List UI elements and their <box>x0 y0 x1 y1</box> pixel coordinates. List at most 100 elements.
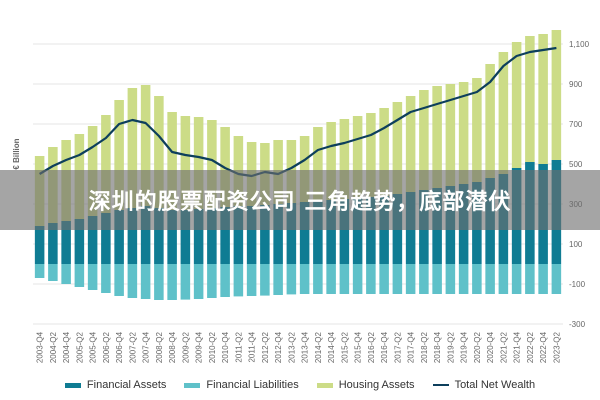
bar-housing-assets <box>127 88 138 208</box>
y-tick-label: 700 <box>569 120 583 129</box>
bar-housing-assets <box>167 112 177 210</box>
bar-financial-liabilities <box>220 264 230 297</box>
x-tick-label: 2015-Q2 <box>340 331 349 363</box>
bar-housing-assets <box>458 82 469 184</box>
bar-housing-assets <box>419 90 429 190</box>
x-tick-label: 2021-Q2 <box>499 331 508 363</box>
bar-financial-liabilities <box>207 264 217 298</box>
x-tick-label: 2017-Q4 <box>407 331 416 363</box>
bar-financial-assets <box>48 223 58 264</box>
bar-financial-liabilities <box>405 264 416 294</box>
bar-financial-assets <box>339 199 350 264</box>
x-tick-label: 2010-Q2 <box>208 331 217 363</box>
bar-financial-liabilities <box>419 264 429 294</box>
bar-financial-liabilities <box>326 264 336 294</box>
bar-financial-liabilities <box>525 264 535 294</box>
bar-housing-assets <box>313 127 323 201</box>
bar-financial-liabilities <box>48 264 58 281</box>
line-total-net-wealth <box>39 46 557 178</box>
x-tick-label: 2005-Q4 <box>89 331 98 363</box>
bar-financial-liabilities <box>140 264 151 299</box>
bar-financial-assets <box>207 208 217 264</box>
bar-financial-liabilities <box>551 264 562 294</box>
bar-financial-liabilities <box>458 264 469 294</box>
bar-financial-assets <box>299 202 310 264</box>
bar-financial-assets <box>127 208 138 264</box>
x-tick-label: 2004-Q2 <box>49 331 58 363</box>
y-tick-label: -100 <box>569 280 586 289</box>
x-tick-label: 2014-Q2 <box>314 331 323 363</box>
x-tick-label: 2016-Q4 <box>380 331 389 363</box>
bar-housing-assets <box>432 86 442 188</box>
x-tick-label: 2018-Q4 <box>433 331 442 363</box>
y-tick-label: 1,100 <box>569 40 590 49</box>
x-tick-label: 2019-Q2 <box>446 331 455 363</box>
bar-financial-liabilities <box>233 264 244 297</box>
bar-housing-assets <box>339 119 350 199</box>
bar-financial-assets <box>74 219 85 264</box>
bar-housing-assets <box>140 85 151 206</box>
bar-financial-assets <box>352 198 363 264</box>
bar-housing-assets <box>405 96 416 192</box>
bar-financial-assets <box>154 208 164 264</box>
bar-housing-assets <box>445 84 456 186</box>
bar-financial-assets <box>193 209 204 264</box>
x-tick-label: 2021-Q4 <box>513 331 522 363</box>
legend-label-financial-liabilities: Financial Liabilities <box>206 379 299 391</box>
bar-housing-assets <box>551 30 562 160</box>
bar-housing-assets <box>392 102 403 194</box>
headline-banner: 深圳的股票配资公司 三角趋势，底部潜伏 <box>0 170 600 230</box>
bar-financial-liabilities <box>498 264 509 294</box>
bar-housing-assets <box>472 78 482 182</box>
headline-text: 深圳的股票配资公司 三角趋势，底部潜伏 <box>88 190 512 215</box>
bar-housing-assets <box>299 136 310 202</box>
bar-financial-liabilities <box>180 264 191 300</box>
legend-swatch-financial-assets <box>64 382 81 388</box>
bar-financial-liabilities <box>246 264 257 296</box>
bar-financial-assets <box>220 207 230 264</box>
bar-financial-liabilities <box>193 264 204 299</box>
bar-financial-liabilities <box>34 264 45 278</box>
bar-financial-liabilities <box>511 264 522 294</box>
x-tick-label: 2009-Q4 <box>195 331 204 363</box>
bar-financial-liabilities <box>74 264 85 287</box>
x-tick-label: 2020-Q2 <box>473 331 482 363</box>
bar-housing-assets <box>114 100 124 210</box>
legend-item-financial-assets: Financial Assets <box>64 379 166 391</box>
bar-financial-liabilities <box>114 264 124 296</box>
bar-housing-assets <box>326 122 336 200</box>
bar-housing-assets <box>352 116 363 198</box>
bar-financial-assets <box>326 200 336 264</box>
x-tick-label: 2015-Q4 <box>354 331 363 363</box>
bar-financial-assets <box>260 205 270 264</box>
bar-financial-liabilities <box>432 264 442 294</box>
bar-housing-assets <box>154 96 164 208</box>
chart-legend: Financial Assets Financial Liabilities H… <box>0 376 600 394</box>
bar-financial-liabilities <box>87 264 98 290</box>
y-axis-label: € Billion <box>12 138 21 169</box>
bar-financial-liabilities <box>313 264 323 294</box>
legend-item-total-net-wealth: Total Net Wealth <box>432 379 536 391</box>
bar-financial-liabilities <box>260 264 270 296</box>
x-tick-label: 2013-Q4 <box>301 331 310 363</box>
x-tick-label: 2008-Q2 <box>155 331 164 363</box>
x-tick-label: 2003-Q4 <box>36 331 45 363</box>
bar-housing-assets <box>366 113 376 197</box>
bar-financial-assets <box>233 206 244 264</box>
bar-housing-assets <box>193 117 204 209</box>
x-tick-label: 2006-Q4 <box>115 331 124 363</box>
y-tick-label: 900 <box>569 80 583 89</box>
bar-financial-liabilities <box>339 264 350 294</box>
bar-financial-assets <box>273 204 283 264</box>
x-tick-label: 2013-Q2 <box>287 331 296 363</box>
bar-financial-liabilities <box>445 264 456 294</box>
bar-financial-assets <box>61 221 71 264</box>
bar-financial-liabilities <box>379 264 389 294</box>
bar-financial-liabilities <box>485 264 495 294</box>
legend-label-total-net-wealth: Total Net Wealth <box>454 379 536 391</box>
legend-swatch-financial-liabilities <box>184 382 201 388</box>
bar-financial-assets <box>180 210 191 264</box>
x-tick-label: 2020-Q4 <box>486 331 495 363</box>
x-tick-label: 2014-Q4 <box>327 331 336 363</box>
x-tick-label: 2011-Q4 <box>248 331 257 362</box>
